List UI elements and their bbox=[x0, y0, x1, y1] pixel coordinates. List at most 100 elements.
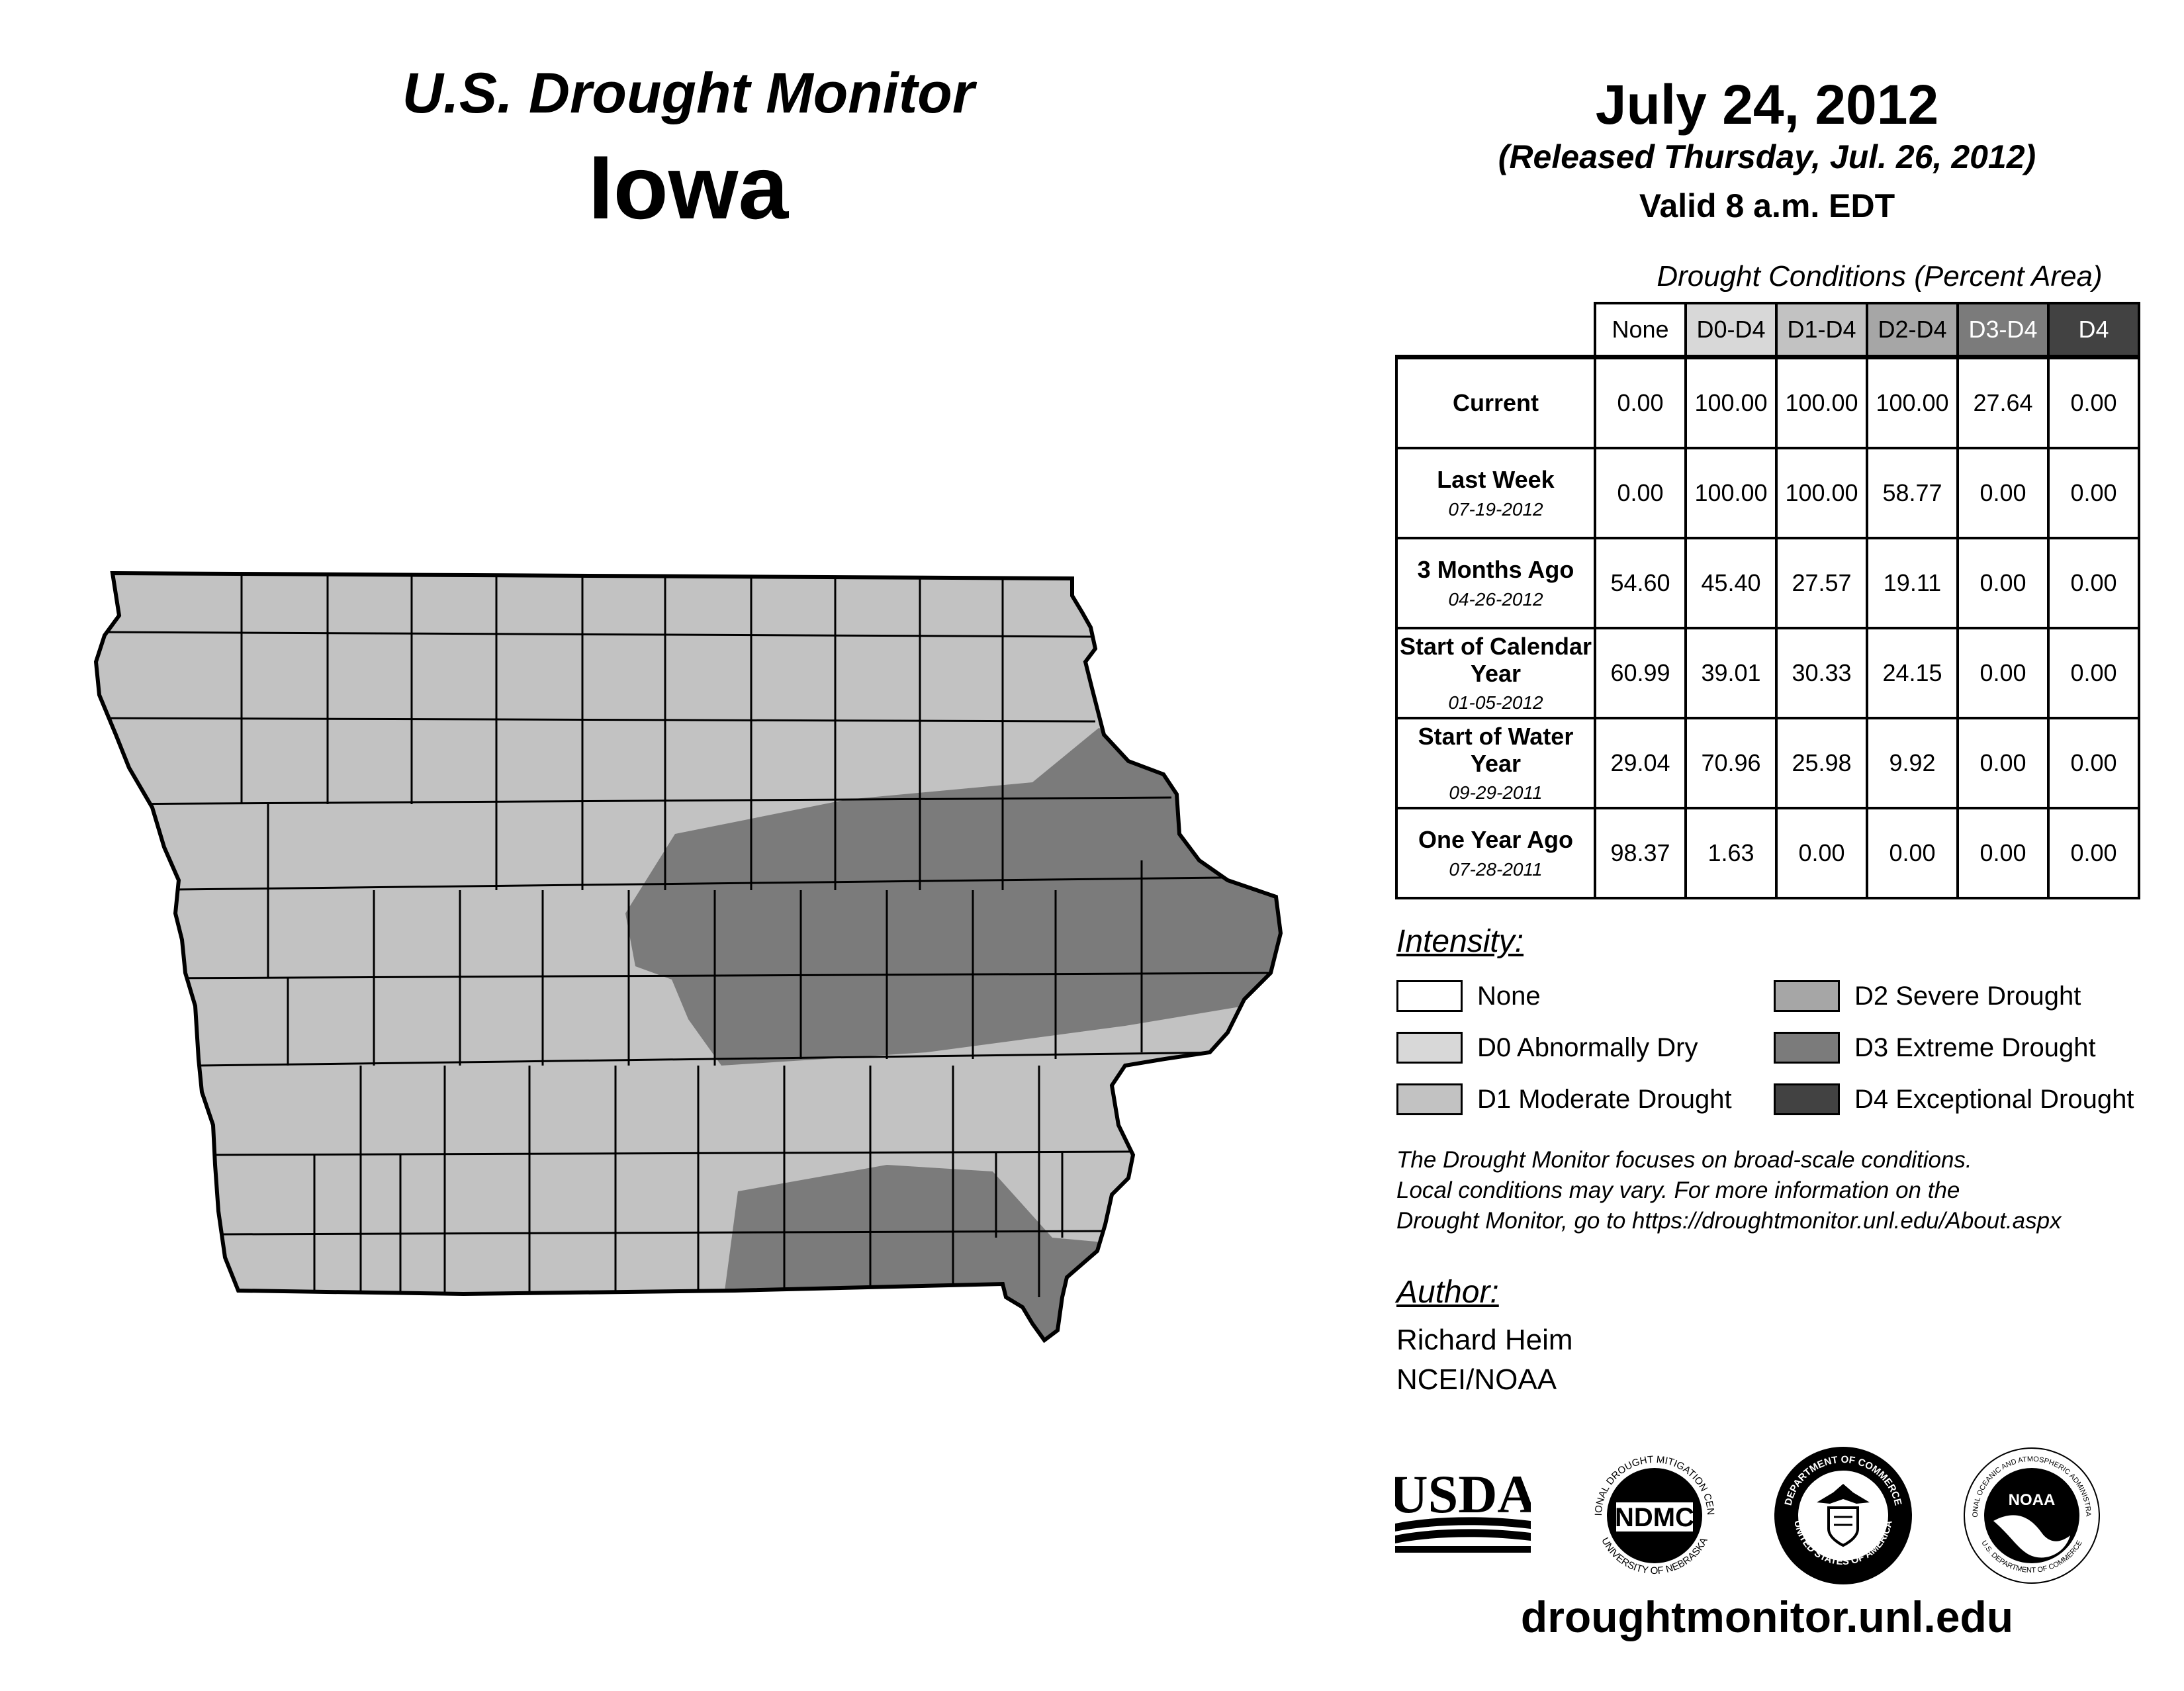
table-cell: 0.00 bbox=[1866, 807, 1959, 899]
release-date: (Released Thursday, Jul. 26, 2012) bbox=[1498, 138, 2036, 175]
col-header: D4 bbox=[2047, 302, 2140, 359]
legend-item-d4: D4 Exceptional Drought bbox=[1774, 1079, 2134, 1119]
valid-time: Valid 8 a.m. EDT bbox=[1639, 187, 1895, 224]
row-label: Start of Calendar Year bbox=[1399, 632, 1592, 687]
table-cell: 29.04 bbox=[1594, 717, 1687, 809]
col-header: D1-D4 bbox=[1775, 302, 1868, 359]
table-cell: 1.63 bbox=[1684, 807, 1778, 899]
table-cell: 0.00 bbox=[2047, 537, 2140, 629]
row-date: 09-29-2011 bbox=[1449, 782, 1543, 803]
row-header: One Year Ago 07-28-2011 bbox=[1395, 807, 1596, 899]
table-cell: 54.60 bbox=[1594, 537, 1687, 629]
noaa-logo-text: NOAA bbox=[2009, 1491, 2056, 1509]
col-header: D3-D4 bbox=[1956, 302, 2050, 359]
table-cell: 0.00 bbox=[1594, 447, 1687, 539]
legend-label: D3 Extreme Drought bbox=[1854, 1032, 2096, 1062]
table-row: 3 Months Ago 04-26-2012 54.60 45.40 27.57 19.… bbox=[1395, 537, 2140, 629]
col-header: None bbox=[1594, 302, 1687, 359]
table-cell: 9.92 bbox=[1866, 717, 1959, 809]
table-cell: 70.96 bbox=[1684, 717, 1778, 809]
note-line: Drought Monitor, go to https://droughtmo… bbox=[1396, 1208, 2062, 1234]
legend-swatch bbox=[1774, 1083, 1840, 1115]
row-date: 01-05-2012 bbox=[1448, 692, 1543, 713]
table-cell: 100.00 bbox=[1684, 447, 1778, 539]
table-cell: 98.37 bbox=[1594, 807, 1687, 899]
col-header: D2-D4 bbox=[1866, 302, 1959, 359]
row-header: Last Week 07-19-2012 bbox=[1395, 447, 1596, 539]
table-cell: 30.33 bbox=[1775, 627, 1868, 719]
table-cell: 0.00 bbox=[2047, 807, 2140, 899]
row-date: 07-19-2012 bbox=[1448, 498, 1543, 520]
usda-logo-text: USDA bbox=[1395, 1464, 1531, 1524]
bird-icon bbox=[1993, 1515, 2070, 1558]
legend-swatch bbox=[1396, 980, 1463, 1012]
row-date: 04-26-2012 bbox=[1448, 588, 1543, 610]
drought-conditions-table: None D0-D4 D1-D4 D2-D4 D3-D4 D4 Current 0… bbox=[1395, 302, 2140, 899]
row-date: 07-28-2011 bbox=[1449, 858, 1543, 880]
table-caption: Drought Conditions (Percent Area) bbox=[1657, 260, 2103, 293]
noaa-logo: NATIONAL OCEANIC AND ATMOSPHERIC ADMINIS… bbox=[1956, 1437, 2105, 1588]
author-title: Author: bbox=[1396, 1275, 1499, 1310]
note-line: Local conditions may vary. For more info… bbox=[1396, 1177, 1960, 1203]
map-title: U.S. Drought Monitor bbox=[402, 62, 975, 125]
table-cell: 60.99 bbox=[1594, 627, 1687, 719]
table-cell: 100.00 bbox=[1775, 447, 1868, 539]
table-cell: 0.00 bbox=[2047, 627, 2140, 719]
ndmc-logo-text: NDMC bbox=[1615, 1503, 1694, 1532]
table-cell: 19.11 bbox=[1866, 537, 1959, 629]
table-cell: 0.00 bbox=[1956, 717, 2050, 809]
table-cell: 0.00 bbox=[1956, 627, 2050, 719]
legend-swatch bbox=[1396, 1083, 1463, 1115]
table-cell: 100.00 bbox=[1775, 355, 1868, 449]
legend-swatch bbox=[1396, 1032, 1463, 1064]
ndmc-logo: NATIONAL DROUGHT MITIGATION CENTER UNIVE… bbox=[1578, 1434, 1727, 1588]
col-header: D0-D4 bbox=[1684, 302, 1778, 359]
row-header: Current bbox=[1395, 355, 1596, 449]
eagle-icon bbox=[1817, 1484, 1870, 1504]
table-cell: 0.00 bbox=[1956, 807, 2050, 899]
state-name: Iowa bbox=[588, 137, 789, 238]
usda-logo: USDA bbox=[1388, 1463, 1537, 1555]
table-cell: 39.01 bbox=[1684, 627, 1778, 719]
row-label: Current bbox=[1452, 389, 1539, 417]
legend-item-none: None bbox=[1396, 976, 1541, 1016]
table-cell: 0.00 bbox=[2047, 355, 2140, 449]
commerce-seal: DEPARTMENT OF COMMERCE UNITED STATES OF … bbox=[1770, 1443, 1916, 1588]
legend-swatch bbox=[1774, 980, 1840, 1012]
legend-item-d0: D0 Abnormally Dry bbox=[1396, 1028, 1698, 1068]
table-cell: 24.15 bbox=[1866, 627, 1959, 719]
legend-item-d1: D1 Moderate Drought bbox=[1396, 1079, 1732, 1119]
legend-label: D2 Severe Drought bbox=[1854, 981, 2081, 1011]
table-cell: 100.00 bbox=[1684, 355, 1778, 449]
row-label: Start of Water Year bbox=[1418, 722, 1574, 777]
row-header: 3 Months Ago 04-26-2012 bbox=[1395, 537, 1596, 629]
disclaimer-note: The Drought Monitor focuses on broad-sca… bbox=[1396, 1145, 2177, 1236]
table-row: Current 0.00 100.00 100.00 100.00 27.64 0.00 bbox=[1395, 355, 2140, 449]
table-cell: 0.00 bbox=[1594, 355, 1687, 449]
row-label: One Year Ago bbox=[1418, 826, 1574, 854]
legend-item-d2: D2 Severe Drought bbox=[1774, 976, 2081, 1016]
row-label: Last Week bbox=[1437, 466, 1555, 494]
table-cell: 100.00 bbox=[1866, 355, 1959, 449]
table-row: Start of Calendar Year 01-05-2012 60.99 39.… bbox=[1395, 627, 2140, 719]
legend-title: Intensity: bbox=[1396, 924, 1524, 959]
row-header: Start of Calendar Year 01-05-2012 bbox=[1395, 627, 1596, 719]
table-cell: 0.00 bbox=[1775, 807, 1868, 899]
row-header: Start of Water Year 09-29-2011 bbox=[1395, 717, 1596, 809]
legend-item-d3: D3 Extreme Drought bbox=[1774, 1028, 2096, 1068]
footer-url[interactable]: droughtmonitor.unl.edu bbox=[1520, 1592, 2014, 1641]
table-cell: 0.00 bbox=[2047, 447, 2140, 539]
table-cell: 27.57 bbox=[1775, 537, 1868, 629]
legend-label: D4 Exceptional Drought bbox=[1854, 1084, 2134, 1114]
shield-icon bbox=[1827, 1506, 1859, 1547]
d3-region-central bbox=[625, 728, 1281, 1066]
table-row: Last Week 07-19-2012 0.00 100.00 100.00 58.77… bbox=[1395, 447, 2140, 539]
legend-label: D0 Abnormally Dry bbox=[1477, 1032, 1698, 1062]
legend-label: None bbox=[1477, 981, 1541, 1011]
author-name: Richard Heim bbox=[1396, 1324, 1573, 1356]
table-cell: 0.00 bbox=[1956, 447, 2050, 539]
table-cell: 58.77 bbox=[1866, 447, 1959, 539]
table-cell: 45.40 bbox=[1684, 537, 1778, 629]
legend-swatch bbox=[1774, 1032, 1840, 1064]
